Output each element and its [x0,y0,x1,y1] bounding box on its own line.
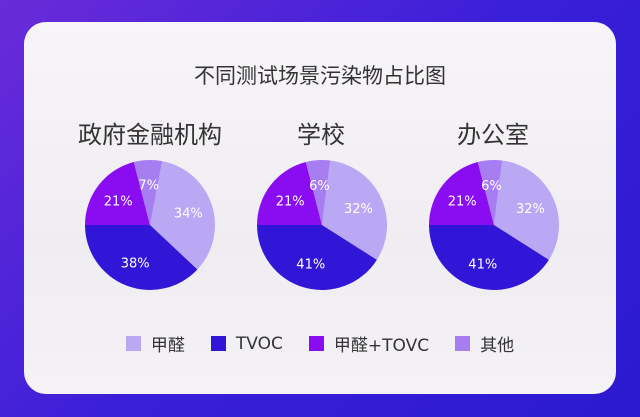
chart-title: 不同测试场景污染物占比图 [194,64,446,88]
data-label: 7% [138,179,159,194]
legend-item: 其他 [455,331,514,356]
data-label: 32% [344,202,373,217]
legend-item: 甲醛 [125,331,185,356]
legend-swatch [125,336,141,351]
legend-swatch [308,336,324,351]
pie-slice-甲醛 [150,161,215,270]
pie-title-government: 政府金融机构 [78,121,222,149]
pie-slice-TVOC [257,225,377,290]
data-label: 21% [276,194,305,209]
legend-item: TVOC [210,331,283,356]
pie-slice-甲醛 [494,160,559,260]
pie-slice-甲醛+TOVC [257,162,322,225]
pie-slice-甲醛+TOVC [85,162,150,225]
data-label: 32% [516,202,545,217]
pie-slice-甲醛 [322,160,387,260]
data-label: 38% [121,256,150,271]
legend-item: 甲醛+TOVC [308,331,429,356]
legend: 甲醛 TVOC 甲醛+TOVC 其他 [0,331,640,356]
legend-swatch [210,336,226,351]
pie-title-office: 办公室 [457,121,529,149]
data-label: 6% [309,179,330,194]
pie-slice-TVOC [85,225,198,290]
data-label: 41% [468,258,497,273]
data-label: 21% [104,194,133,209]
pie-slice-甲醛+TOVC [429,162,494,225]
data-label: 41% [296,258,325,273]
pie-slice-其他 [305,160,331,225]
pie-slice-TVOC [429,225,549,290]
data-label: 6% [481,179,502,194]
data-label: 34% [174,207,203,222]
pie-slice-其他 [477,160,503,225]
pie-title-school: 学校 [297,121,345,149]
data-label: 21% [448,194,477,209]
legend-swatch [455,336,471,351]
pie-slice-其他 [133,159,163,225]
